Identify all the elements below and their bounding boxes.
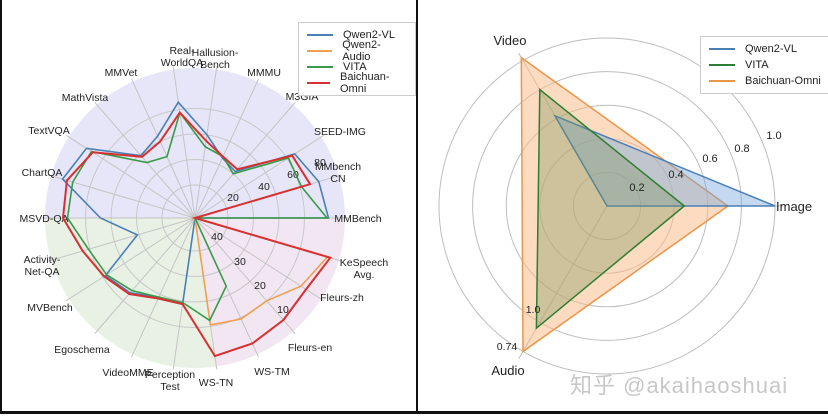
axis-label: MMbench CN: [315, 161, 361, 185]
value-annotation: 0.74: [497, 341, 518, 353]
tick-label: 10: [277, 304, 289, 316]
axis-label: Fleurs-zh: [320, 292, 364, 304]
axis-label: KeSpeech Avg.: [340, 257, 389, 281]
axis-label-video: Video: [493, 33, 526, 48]
axis-label: SEED-IMG: [314, 126, 366, 138]
tick-label: 60: [287, 169, 299, 181]
axis-spoke: [194, 217, 296, 334]
legend-label: Qwen2-VL: [343, 29, 395, 41]
legend-swatch: [307, 66, 333, 68]
bottom-border: [0, 411, 828, 414]
region-audio: [195, 218, 345, 367]
right-radar-panel: Image Video Audio 0.2 0.4 0.6 0.8 1.0 1.0 0.74 Qw…: [416, 0, 828, 411]
legend-item: Baichuan-Omni: [307, 71, 407, 95]
axis-label: MVBench: [27, 302, 73, 314]
axis-spoke: [194, 102, 296, 219]
axis-label: Egoschema: [54, 344, 110, 356]
axis-label: TextVQA: [28, 125, 69, 137]
axis-spoke: [48, 217, 196, 262]
series-qwen2-vl: [553, 114, 776, 207]
tick-label: 20: [254, 280, 266, 292]
legend-swatch: [709, 80, 735, 82]
axis-spoke: [194, 134, 324, 219]
legend-swatch: [709, 64, 735, 66]
axis-label-image: Image: [776, 199, 812, 214]
series-vita: [66, 110, 329, 322]
legend-item: VITA: [307, 59, 407, 75]
axis-label: MMVet: [105, 67, 138, 79]
legend-label: Baichuan-Omni: [339, 71, 390, 95]
radial-tick: 0.4: [668, 169, 683, 181]
axis-label: MathVista: [62, 92, 109, 104]
right-legend: Qwen2-VL VITA Baichuan-Omni: [700, 36, 828, 94]
legend-label: Baichuan-Omni: [745, 75, 821, 87]
legend-swatch: [307, 82, 330, 84]
legend-swatch: [307, 50, 333, 52]
value-annotation: 1.0: [526, 304, 541, 316]
legend-item: Qwen2-Audio: [307, 39, 407, 63]
radial-tick: 0.2: [629, 182, 644, 194]
legend-item: Baichuan-Omni: [709, 73, 821, 89]
series-baichuan-omni: [61, 111, 332, 358]
series-vita: [535, 88, 686, 330]
axis-spoke: [130, 78, 196, 219]
axis-label: Fleurs-en: [288, 342, 333, 354]
axis-spoke: [94, 102, 196, 219]
tick-label: 80: [314, 157, 326, 169]
legend-label: VITA: [343, 61, 367, 73]
legend-item: Qwen2-VL: [709, 41, 821, 57]
series-baichuan-omni: [520, 56, 730, 353]
tick-label: 40: [211, 231, 223, 243]
legend-item: VITA: [709, 57, 821, 73]
axis-label: MMMU: [247, 67, 281, 79]
axis-label: Hallusion-Bench: [192, 47, 239, 71]
axis-label: WS-TN: [199, 377, 233, 389]
axis-spoke: [194, 66, 218, 219]
radial-tick: 0.6: [702, 153, 717, 165]
axis-label: VideoMME: [102, 367, 153, 379]
left-legend: Qwen2-VL Qwen2-Audio VITA Baichuan-Omni: [298, 22, 416, 96]
legend-swatch: [307, 34, 333, 36]
tick-label: 40: [258, 181, 270, 193]
axis-label: Real-WorldQA: [161, 45, 203, 69]
axis-label: ChartQA: [22, 167, 63, 179]
axis-spoke: [66, 217, 196, 302]
axis-label-audio: Audio: [491, 363, 524, 378]
right-radar-chart: Image Video Audio 0.2 0.4 0.6 0.8 1.0 1.0 0.74: [438, 33, 812, 378]
legend-label: Qwen2-VL: [745, 43, 797, 55]
tick-label: 20: [227, 192, 239, 204]
tick-label: 30: [234, 256, 246, 268]
left-radar-panel: MMBench MMbench CN SEED-IMG M3GIA MMMU Hallusi…: [0, 0, 416, 411]
axis-spoke: [194, 217, 324, 302]
legend-item: Qwen2-VL: [307, 27, 407, 43]
axis-label: MSVD-QA: [19, 213, 68, 225]
watermark: 知乎 @akaihaoshuai: [570, 373, 789, 398]
legend-label: Qwen2-Audio: [342, 39, 381, 63]
axis-label: MMBench: [334, 213, 381, 225]
axis-spoke: [130, 217, 196, 358]
axis-spoke: [194, 78, 260, 219]
axis-label: Activity-Net-QA: [24, 254, 61, 278]
axis-spoke: [94, 217, 196, 334]
radial-tick: 1.0: [766, 130, 781, 142]
radial-tick: 0.8: [734, 143, 749, 155]
legend-swatch: [709, 48, 735, 50]
axis-spoke: [172, 66, 196, 219]
axis-label: Perception Test: [145, 369, 195, 393]
legend-label: VITA: [745, 59, 769, 71]
axis-label: WS-TM: [254, 366, 290, 378]
